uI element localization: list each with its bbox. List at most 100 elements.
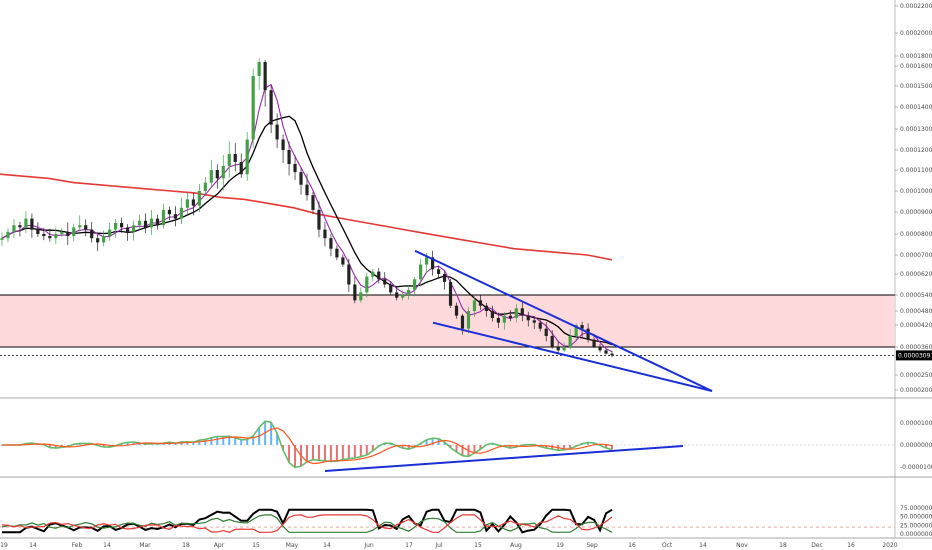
candle-body	[245, 139, 249, 175]
candle-body	[173, 214, 178, 219]
osc-histogram-bar	[605, 445, 608, 448]
osc-histogram-bar	[473, 445, 476, 453]
osc-histogram-bar	[593, 443, 596, 445]
osc-histogram-bar	[341, 445, 344, 460]
candle-body	[233, 154, 237, 162]
candle-body	[143, 220, 148, 228]
candle-body	[6, 231, 10, 239]
candle-body	[419, 264, 423, 280]
candle-body	[395, 292, 399, 298]
osc-histogram-bar	[198, 440, 201, 445]
osc-histogram-bar	[371, 445, 374, 451]
osc-histogram-bar	[449, 445, 452, 448]
candle-body	[448, 281, 453, 306]
candle-body	[269, 90, 273, 125]
candle-body	[520, 308, 524, 316]
candle-body	[305, 184, 309, 196]
candle-body	[114, 223, 118, 230]
candle-body	[42, 234, 46, 237]
candle-body	[36, 229, 40, 234]
osc-histogram-bar	[294, 445, 297, 468]
candle-body	[514, 308, 518, 318]
time-axis: 19 14 Feb 14 Mar 18 Apr 15 May 14 Jun 17 Jul 15 Aug 19 S…	[0, 542, 898, 549]
osc-histogram-bar	[48, 445, 51, 448]
candle-body	[78, 225, 82, 228]
osc-histogram-bar	[216, 436, 219, 445]
x-tick-label: 2020	[882, 542, 897, 549]
x-tick-label: Apr	[214, 542, 225, 549]
candle-body	[377, 271, 381, 280]
candle-body	[407, 289, 411, 295]
candle-body	[203, 182, 207, 191]
candle-body	[18, 225, 22, 228]
candle-body	[185, 199, 189, 208]
candle-body	[102, 236, 106, 243]
candle-body	[556, 347, 560, 351]
candle-body	[227, 154, 231, 166]
candle-body	[197, 191, 201, 206]
candle-body	[125, 227, 130, 232]
candle-body	[592, 339, 596, 347]
candle-body	[371, 271, 375, 277]
candle-body	[401, 295, 405, 298]
candle-body	[60, 231, 64, 234]
x-tick-label: Nov	[736, 542, 748, 549]
candle-body	[574, 325, 578, 336]
osc-histogram-bar	[401, 445, 404, 449]
candle-body	[502, 315, 506, 323]
osc-histogram-bar	[353, 445, 356, 459]
osc-histogram-bar	[54, 445, 57, 449]
candle-body	[0, 238, 4, 240]
ma-red-line	[0, 173, 613, 261]
x-tick-label: 17	[405, 542, 413, 549]
candle-body	[293, 164, 297, 173]
x-tick-label: Dec	[811, 542, 823, 549]
candle-body	[544, 328, 548, 336]
falling-wedge	[414, 249, 713, 392]
osc-histogram-bar	[407, 445, 410, 449]
osc-histogram-bar	[306, 445, 308, 462]
osc-histogram-bar	[545, 445, 548, 449]
candle-body	[425, 257, 429, 265]
candle-body	[568, 336, 572, 347]
osc-histogram-bar	[108, 445, 111, 448]
candle-body	[496, 318, 500, 323]
candle-body	[179, 207, 184, 219]
candle-body	[167, 209, 172, 215]
osc-histogram-bar	[479, 445, 482, 450]
osc-histogram-bar	[186, 441, 189, 445]
osc-histogram-bar	[317, 445, 320, 461]
candle-body	[317, 209, 321, 230]
osc-histogram-bar	[461, 445, 464, 456]
candle-body	[365, 276, 369, 293]
candle-body	[442, 274, 447, 282]
x-tick-label: Feb	[72, 542, 83, 549]
candle-body	[54, 234, 58, 239]
candle-body	[472, 300, 477, 311]
osc-histogram-bar	[425, 439, 428, 445]
osc-signal-line	[2, 427, 613, 465]
candle-body	[131, 225, 136, 232]
osc-histogram-bar	[455, 445, 458, 452]
osc-histogram-bar	[383, 443, 386, 445]
x-tick-label: Oct	[662, 542, 673, 549]
x-tick-label: May	[286, 542, 299, 549]
candle-body	[430, 257, 435, 270]
x-tick-label: Jul	[434, 542, 443, 549]
candle-body	[532, 320, 536, 323]
candle-body	[323, 229, 327, 239]
